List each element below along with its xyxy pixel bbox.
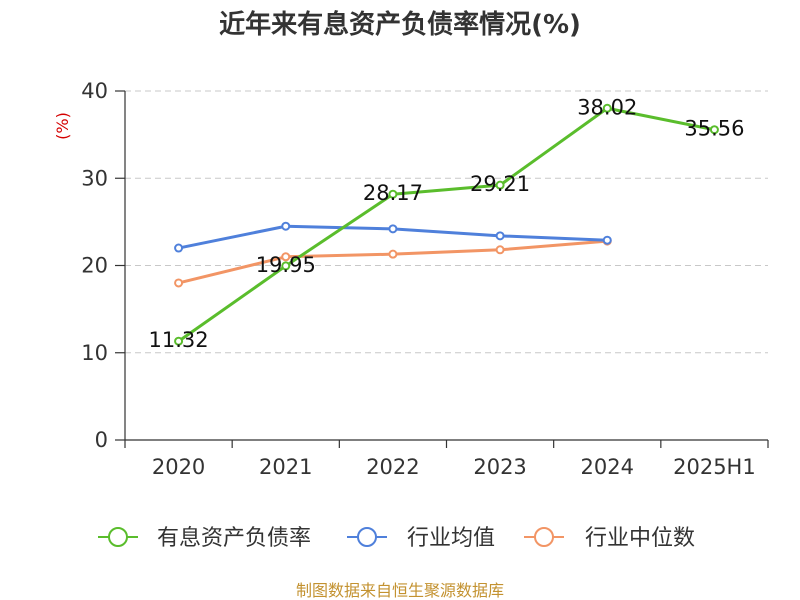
data-label: 35.56 <box>684 117 744 141</box>
data-point[interactable] <box>602 103 612 113</box>
data-label: 11.32 <box>149 328 209 352</box>
data-point[interactable] <box>174 243 184 253</box>
data-label: 28.17 <box>363 181 423 205</box>
x-tick-label: 2025H1 <box>673 455 756 479</box>
y-tick-label: 20 <box>81 254 108 278</box>
chart-title: 近年来有息资产负债率情况(%) <box>219 9 581 40</box>
y-tick-label: 0 <box>95 428 108 452</box>
x-tick-label: 2024 <box>581 455 634 479</box>
data-point[interactable] <box>388 189 398 199</box>
series-0 <box>174 103 719 346</box>
y-tick-label: 10 <box>81 341 108 365</box>
legend: 有息资产负债率 行业均值 行业中位数 <box>98 526 695 551</box>
data-point[interactable] <box>174 278 184 288</box>
data-point[interactable] <box>281 252 291 262</box>
data-label: 29.21 <box>470 172 530 196</box>
x-tick-label: 2021 <box>259 455 312 479</box>
series-1 <box>174 221 612 253</box>
legend-marker <box>534 527 554 547</box>
legend-label: 行业均值 <box>407 526 495 551</box>
y-tick-label: 30 <box>81 166 108 190</box>
series-line <box>177 239 609 285</box>
grid <box>125 90 768 354</box>
legend-item-industry-average[interactable]: 行业均值 <box>347 526 495 551</box>
data-point[interactable] <box>495 180 505 190</box>
y-tick-label: 40 <box>81 79 108 103</box>
data-point[interactable] <box>495 245 505 255</box>
data-point[interactable] <box>388 249 398 259</box>
data-label: 19.95 <box>256 253 316 277</box>
axes: 0 10 20 30 40 2020 2021 2022 2023 2024 2025H1 <box>81 79 769 479</box>
legend-label: 行业中位数 <box>585 526 695 551</box>
x-tick-label: 2022 <box>366 455 419 479</box>
source-footer: 制图数据来自恒生聚源数据库 <box>296 581 504 600</box>
data-point[interactable] <box>281 261 291 271</box>
y-axis-label: (%) <box>53 112 72 140</box>
x-tick-label: 2020 <box>152 455 205 479</box>
legend-item-interest-bearing-debt-ratio[interactable]: 有息资产负债率 <box>98 526 311 551</box>
series-group <box>174 103 719 346</box>
data-point[interactable] <box>388 224 398 234</box>
data-labels: 11.32 19.95 28.17 29.21 38.02 35.56 <box>149 95 745 352</box>
legend-item-industry-median[interactable]: 行业中位数 <box>524 526 695 551</box>
data-point[interactable] <box>709 125 719 135</box>
data-point[interactable] <box>174 336 184 346</box>
legend-marker <box>357 527 377 547</box>
legend-label: 有息资产负债率 <box>157 526 311 551</box>
data-point[interactable] <box>281 221 291 231</box>
series-line <box>177 106 716 343</box>
x-tick-label: 2023 <box>473 455 526 479</box>
data-label: 38.02 <box>577 95 637 119</box>
data-point[interactable] <box>495 231 505 241</box>
legend-marker <box>108 527 128 547</box>
data-point[interactable] <box>602 235 612 245</box>
series-2 <box>174 236 612 288</box>
